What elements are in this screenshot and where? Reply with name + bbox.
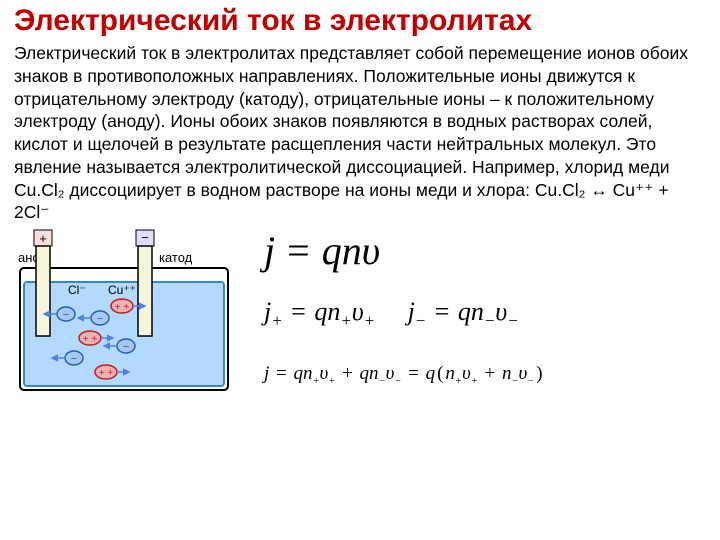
cu-label: Cu⁺⁺ [108,283,136,297]
svg-text:+ +: + + [83,334,98,345]
svg-text:−: − [71,353,77,365]
svg-text:−: − [63,309,69,321]
svg-text:+ +: + + [115,302,130,313]
cathode-label: катод [159,250,193,265]
formula-block: j = qnυ j+ = qn+υ+ j− = qn−υ− j = qn+υ+ … [234,228,706,393]
svg-text:−: − [97,313,103,325]
anode-sign-icon: + [39,231,47,246]
equation-components: j+ = qn+υ+ j− = qn−υ− [264,297,706,331]
cl-label: Cl⁻ [68,283,86,297]
svg-text:−: − [123,341,129,353]
body-paragraph: Электрический ток в электролитах предста… [14,42,706,224]
equation-total: j = qn+υ+ + qn−υ− = q(n+υ+ + n−υ−) [264,363,706,387]
page-title: Электрический ток в электролитах [14,4,706,38]
equation-current-density: j = qnυ [264,227,706,274]
svg-text:+ +: + + [99,368,114,379]
electrolysis-diagram: + − анод катод Cl⁻ Cu⁺⁺ [14,228,234,393]
cathode-sign-icon: − [141,230,149,245]
